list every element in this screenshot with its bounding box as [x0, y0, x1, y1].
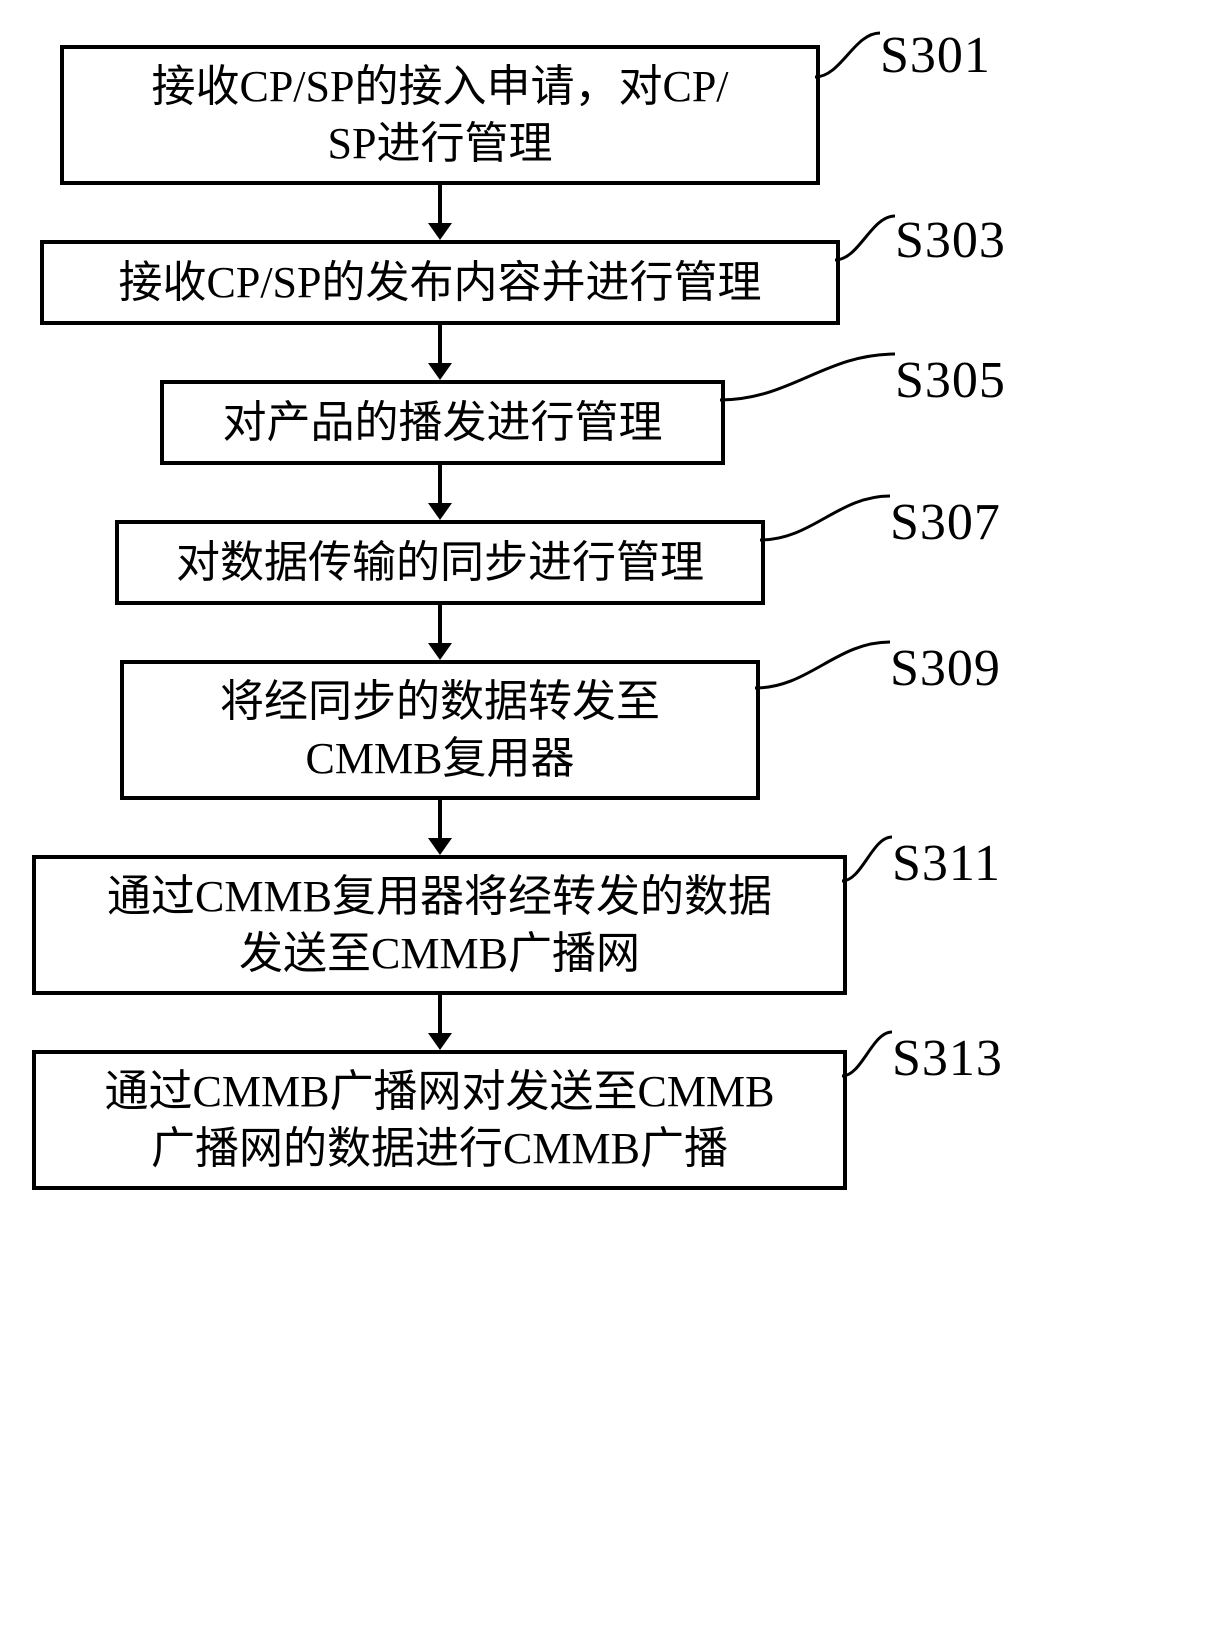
label-group-s307: S307: [760, 492, 1001, 552]
curve-connector-icon: [842, 1028, 892, 1088]
flowchart-container: 接收CP/SP的接入申请，对CP/ SP进行管理 S301 接收CP/SP的发布…: [60, 45, 1150, 1190]
curve-connector-icon: [835, 210, 895, 270]
step-text-line: CMMB复用器: [306, 734, 575, 783]
step-text-line: 通过CMMB广播网对发送至CMMB: [105, 1067, 775, 1116]
step-text-line: 通过CMMB复用器将经转发的数据: [107, 872, 772, 921]
step-label: S305: [895, 351, 1006, 410]
label-group-s311: S311: [842, 833, 1001, 893]
curve-connector-icon: [815, 25, 880, 85]
label-group-s301: S301: [815, 25, 991, 85]
step-text-line: 对数据传输的同步进行管理: [176, 538, 704, 587]
arrow-down: [60, 185, 820, 240]
step-row-3: 对产品的播发进行管理 S305: [60, 380, 1150, 465]
step-row-5: 将经同步的数据转发至 CMMB复用器 S309: [60, 660, 1150, 800]
curve-connector-icon: [760, 492, 890, 552]
curve-connector-icon: [720, 350, 895, 410]
step-box-s303: 接收CP/SP的发布内容并进行管理: [40, 240, 840, 325]
arrow-down: [60, 465, 820, 520]
step-box-s301: 接收CP/SP的接入申请，对CP/ SP进行管理: [60, 45, 820, 185]
curve-connector-icon: [755, 638, 890, 698]
label-group-s303: S303: [835, 210, 1006, 270]
step-box-s313: 通过CMMB广播网对发送至CMMB 广播网的数据进行CMMB广播: [32, 1050, 847, 1190]
step-text-line: 广播网的数据进行CMMB广播: [151, 1124, 728, 1173]
step-text-line: 发送至CMMB广播网: [239, 929, 640, 978]
label-group-s309: S309: [755, 638, 1001, 698]
arrow-down: [60, 605, 820, 660]
step-text-line: 接收CP/SP的接入申请，对CP/: [151, 62, 728, 111]
step-box-s309: 将经同步的数据转发至 CMMB复用器: [120, 660, 760, 800]
step-label: S303: [895, 211, 1006, 270]
arrow-down: [60, 325, 820, 380]
step-label: S311: [892, 834, 1001, 893]
step-box-s311: 通过CMMB复用器将经转发的数据 发送至CMMB广播网: [32, 855, 847, 995]
step-row-7: 通过CMMB广播网对发送至CMMB 广播网的数据进行CMMB广播 S313: [60, 1050, 1150, 1190]
step-row-2: 接收CP/SP的发布内容并进行管理 S303: [60, 240, 1150, 325]
arrow-down: [60, 995, 820, 1050]
label-group-s313: S313: [842, 1028, 1003, 1088]
step-text-line: 将经同步的数据转发至: [220, 677, 660, 726]
arrow-down: [60, 800, 820, 855]
step-row-6: 通过CMMB复用器将经转发的数据 发送至CMMB广播网 S311: [60, 855, 1150, 995]
step-label: S307: [890, 493, 1001, 552]
step-label: S309: [890, 639, 1001, 698]
step-text-line: 接收CP/SP的发布内容并进行管理: [119, 258, 762, 307]
step-row-1: 接收CP/SP的接入申请，对CP/ SP进行管理 S301: [60, 45, 1150, 185]
step-label: S301: [880, 26, 991, 85]
step-label: S313: [892, 1029, 1003, 1088]
step-text-line: SP进行管理: [328, 119, 553, 168]
curve-connector-icon: [842, 833, 892, 893]
step-box-s307: 对数据传输的同步进行管理: [115, 520, 765, 605]
step-text-line: 对产品的播发进行管理: [223, 398, 663, 447]
label-group-s305: S305: [720, 350, 1006, 410]
step-box-s305: 对产品的播发进行管理: [160, 380, 725, 465]
step-row-4: 对数据传输的同步进行管理 S307: [60, 520, 1150, 605]
